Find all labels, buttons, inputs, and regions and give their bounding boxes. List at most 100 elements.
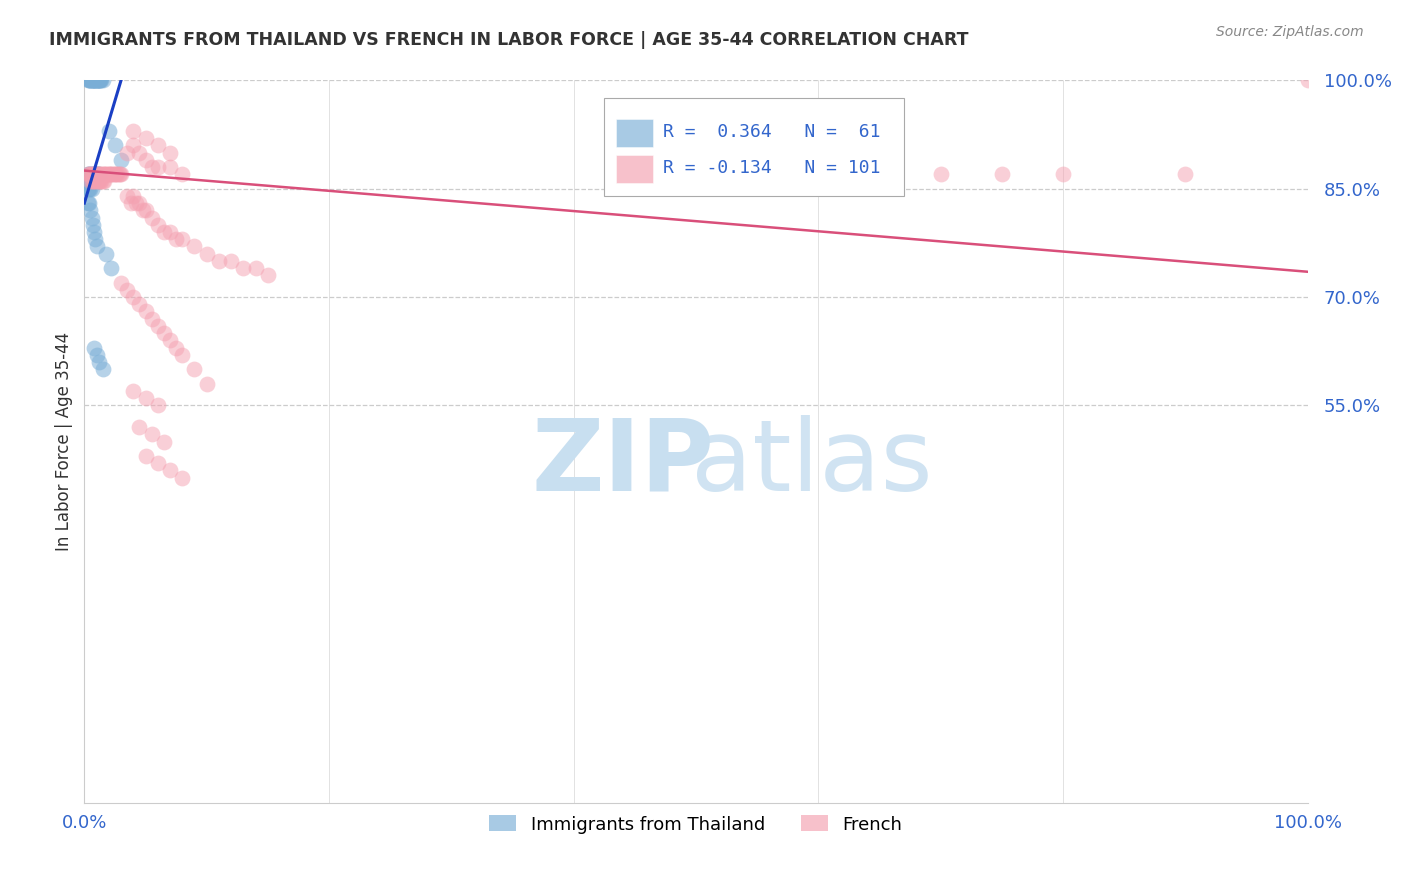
Point <box>77 196 100 211</box>
Point <box>89 73 111 87</box>
Point <box>132 203 155 218</box>
Point <box>84 73 107 87</box>
Point <box>128 420 150 434</box>
Point <box>141 160 163 174</box>
Point <box>83 167 105 181</box>
Point <box>82 218 104 232</box>
Point <box>83 167 105 181</box>
Point <box>165 232 187 246</box>
Point <box>84 232 107 246</box>
Point <box>135 304 157 318</box>
Point <box>141 211 163 225</box>
Point <box>87 167 110 181</box>
Point <box>77 167 100 181</box>
Point <box>80 167 103 181</box>
Point <box>122 384 145 398</box>
Point <box>80 211 103 225</box>
Text: atlas: atlas <box>692 415 934 512</box>
Point <box>90 73 112 87</box>
FancyBboxPatch shape <box>616 120 654 147</box>
Point <box>125 196 148 211</box>
Point <box>77 167 100 181</box>
Point <box>101 167 124 181</box>
Point <box>80 167 103 181</box>
Point <box>77 167 100 181</box>
Text: R =  0.364   N =  61: R = 0.364 N = 61 <box>664 123 880 141</box>
Point <box>97 167 120 181</box>
Point <box>79 182 101 196</box>
Point <box>87 174 110 188</box>
Point <box>86 167 108 181</box>
Point <box>257 268 280 283</box>
Point <box>135 391 157 405</box>
Point <box>115 189 138 203</box>
Point <box>91 174 114 188</box>
Point <box>107 167 129 181</box>
Point <box>120 196 142 211</box>
Point <box>172 232 194 246</box>
Point <box>135 131 157 145</box>
Point <box>80 174 103 188</box>
Point <box>83 73 105 87</box>
Point <box>82 73 104 87</box>
Point <box>98 167 121 181</box>
Point <box>87 167 110 181</box>
Point <box>91 362 114 376</box>
Legend: Immigrants from Thailand, French: Immigrants from Thailand, French <box>482 808 910 841</box>
Point <box>87 167 110 181</box>
Text: R = -0.134   N = 101: R = -0.134 N = 101 <box>664 160 880 178</box>
FancyBboxPatch shape <box>605 98 904 196</box>
Point <box>91 73 114 87</box>
Point <box>84 174 107 188</box>
Text: Source: ZipAtlas.com: Source: ZipAtlas.com <box>1216 25 1364 39</box>
Point <box>1174 167 1197 181</box>
Point <box>122 290 145 304</box>
Point <box>91 167 114 181</box>
Point <box>991 167 1014 181</box>
Text: IMMIGRANTS FROM THAILAND VS FRENCH IN LABOR FORCE | AGE 35-44 CORRELATION CHART: IMMIGRANTS FROM THAILAND VS FRENCH IN LA… <box>49 31 969 49</box>
Point <box>122 189 145 203</box>
Point <box>89 73 111 87</box>
Point <box>82 73 104 87</box>
Point <box>77 73 100 87</box>
Point <box>84 167 107 181</box>
Point <box>153 434 176 449</box>
Point <box>80 73 103 87</box>
Point <box>84 73 107 87</box>
Point <box>97 167 120 181</box>
Point <box>89 167 111 181</box>
Point <box>86 239 108 253</box>
Text: ZIP: ZIP <box>531 415 714 512</box>
Point <box>110 167 132 181</box>
Point <box>77 167 100 181</box>
Point <box>141 311 163 326</box>
Point <box>100 167 122 181</box>
Point <box>172 470 194 484</box>
Point <box>172 167 194 181</box>
Point <box>93 174 115 188</box>
Point <box>90 174 112 188</box>
Point <box>79 73 101 87</box>
Point <box>146 456 169 470</box>
Point <box>83 73 105 87</box>
Point <box>82 167 104 181</box>
Point <box>105 167 128 181</box>
Point <box>110 276 132 290</box>
Point <box>87 355 110 369</box>
Point <box>146 160 169 174</box>
Point <box>105 167 128 181</box>
Point <box>146 138 169 153</box>
Point <box>141 427 163 442</box>
Point <box>122 124 145 138</box>
Point <box>87 73 110 87</box>
Point <box>807 167 830 181</box>
FancyBboxPatch shape <box>616 155 654 183</box>
Point <box>77 174 100 188</box>
Point <box>153 326 176 340</box>
Point <box>128 196 150 211</box>
Point <box>82 174 104 188</box>
Point <box>128 145 150 160</box>
Point <box>86 73 108 87</box>
Point <box>80 73 103 87</box>
Point <box>110 153 132 167</box>
